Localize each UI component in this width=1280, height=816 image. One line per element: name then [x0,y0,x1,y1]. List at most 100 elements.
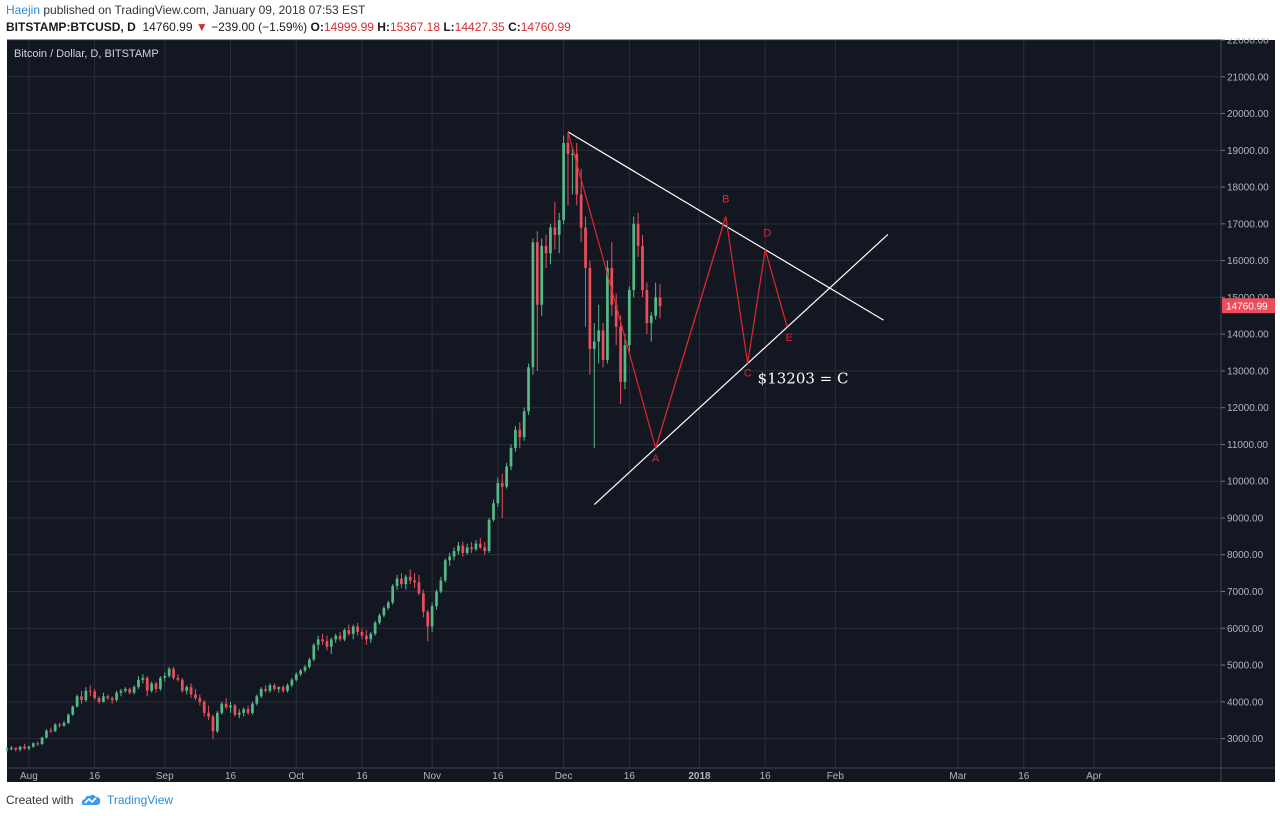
candle-body [535,242,539,305]
candle-body [31,743,35,747]
open-value: 14999.99 [323,20,374,34]
x-tick-label: Apr [1086,771,1102,782]
candle-body [23,746,26,749]
candle-body [553,227,557,235]
close-key: C: [508,20,521,34]
candle-body [137,679,140,688]
candle-body [180,679,184,691]
wave-label-a: A [652,453,660,465]
candle-body [123,688,127,691]
annotation-note: $13203 = C [758,369,849,387]
candle-body [45,730,48,738]
x-tick-label: Oct [288,771,304,782]
x-tick-label: Dec [555,771,573,782]
wave-path [567,131,788,451]
candle-body [627,290,631,346]
candle-body [610,267,614,305]
x-tick-label: 16 [89,771,101,782]
candle-body [145,677,149,691]
wave-label-c: C [744,367,752,379]
x-tick-label: Nov [423,771,441,782]
tradingview-brand-link[interactable]: TradingView [107,793,174,807]
x-tick-label: 16 [356,771,368,782]
price-change: −239.00 (−1.59%) [211,20,308,34]
candle-body [347,630,351,634]
candle-body [163,676,167,678]
candle-body [658,297,662,307]
wave-label-b: B [722,193,729,205]
x-tick-label: Feb [827,771,845,782]
candle-body [584,227,587,268]
chart-footer: Created with TradingView [0,784,1280,816]
candle-body [251,703,254,713]
candle-body [496,483,500,504]
candle-body [308,659,311,667]
candle-body [636,223,640,246]
candle-body [329,639,333,647]
candle-body [470,547,473,550]
candle-body [457,545,460,552]
candle-body [198,698,202,702]
candle-body [343,630,346,640]
candle-body [575,153,579,195]
candle-body [272,685,276,689]
candle-body [487,519,491,552]
wave-label-e: E [785,332,792,344]
candle-body [421,593,425,612]
candle-body [88,690,92,692]
chart-panel[interactable]: 3000.00 4000.00 5000.00 6000.00 7000.00 8000.… [0,38,1280,784]
low-value: 14427.35 [454,20,505,34]
candle-body [619,326,622,382]
candle-body [579,194,583,228]
author-link[interactable]: Haejin [6,3,41,17]
candle-body [316,639,320,645]
candle-body [597,330,601,342]
candle-body [614,304,618,327]
x-tick-label: Mar [949,771,967,782]
x-tick-label: Aug [20,771,38,782]
candle-body [102,696,105,702]
tradingview-cloud-icon[interactable] [80,792,102,808]
candle-body [303,666,307,671]
candle-body [531,242,535,368]
candle-body [325,641,329,647]
y-tick-label: 12000.00 [1227,403,1269,414]
candle-body [150,683,153,691]
candle-body [514,429,517,449]
time-axis [7,768,1275,782]
candle-body [400,578,403,585]
candle-body [408,576,412,581]
candle-body [509,448,513,467]
candle-body [154,683,158,689]
candle-body [97,698,101,702]
candle-body [233,705,237,715]
candle-body [649,315,653,324]
candle-body [40,737,44,745]
candle-body [84,690,88,700]
triangle-lower-trendline [593,233,889,506]
candle-body [255,696,259,704]
candle-body [540,245,544,305]
candle-body [290,679,294,686]
y-tick-label: 14000.00 [1227,330,1269,341]
candle-body [110,698,114,700]
candle-body [106,696,110,699]
candle-body [299,670,302,675]
candle-body [413,580,416,583]
created-with-text: Created with [6,793,74,807]
candle-body [281,687,285,691]
candle-body [268,685,272,691]
high-value: 15367.18 [389,20,440,34]
candle-body [386,602,390,609]
last-price: 14760.99 [142,20,193,34]
candle-body [141,677,145,680]
y-tick-label: 16000.00 [1227,256,1269,267]
candlestick-chart[interactable]: 3000.00 4000.00 5000.00 6000.00 7000.00 8000.… [0,38,1280,784]
candle-body [544,245,548,254]
candle-body [351,626,355,634]
y-tick-label: 4000.00 [1227,697,1264,708]
candle-body [176,677,180,680]
candle-body [522,411,526,438]
y-tick-label: 13000.00 [1227,366,1269,377]
candle-body [439,580,443,592]
